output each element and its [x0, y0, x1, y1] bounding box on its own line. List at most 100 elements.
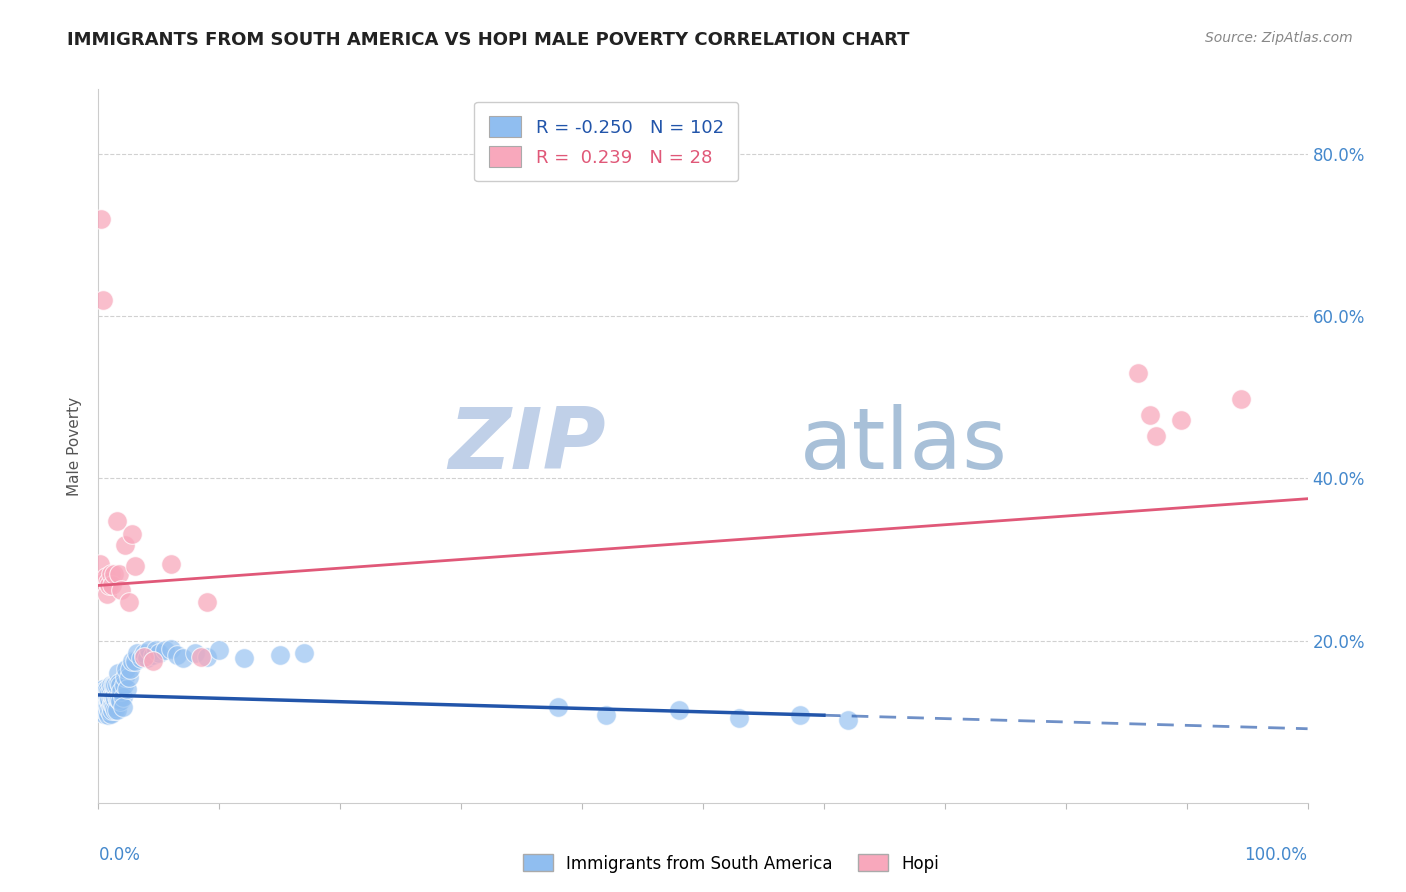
Point [1146, 429, 1168, 443]
Text: atlas: atlas [800, 404, 1008, 488]
Point [89, 557, 111, 571]
Point [108, 675, 131, 690]
Point [97, 692, 120, 706]
Point [105, 702, 128, 716]
Point [100, 678, 122, 692]
Point [148, 646, 170, 660]
Point [91, 705, 114, 719]
Point [90, 684, 112, 698]
Point [94, 705, 117, 719]
Point [121, 654, 143, 668]
Point [1230, 392, 1253, 406]
Point [129, 651, 152, 665]
Point [98, 686, 121, 700]
Point [153, 643, 176, 657]
Point [103, 700, 125, 714]
Point [93, 698, 115, 713]
Point [208, 643, 231, 657]
Point [90, 692, 112, 706]
Point [104, 678, 127, 692]
Point [1170, 413, 1192, 427]
Point [91, 697, 114, 711]
Point [104, 702, 127, 716]
Point [93, 575, 115, 590]
Y-axis label: Male Poverty: Male Poverty [67, 396, 83, 496]
Point [94, 698, 117, 713]
Point [138, 643, 160, 657]
Point [100, 684, 122, 698]
Point [118, 595, 141, 609]
Text: 0.0%: 0.0% [98, 846, 141, 863]
Point [100, 689, 122, 703]
Point [108, 692, 131, 706]
Point [90, 694, 112, 708]
Text: IMMIGRANTS FROM SOUTH AMERICA VS HOPI MALE POVERTY CORRELATION CHART: IMMIGRANTS FROM SOUTH AMERICA VS HOPI MA… [67, 31, 910, 49]
Point [98, 702, 121, 716]
Point [98, 692, 121, 706]
Point [101, 698, 124, 713]
Point [107, 666, 129, 681]
Point [789, 708, 811, 723]
Point [96, 689, 118, 703]
Text: ZIP: ZIP [449, 404, 606, 488]
Point [110, 583, 132, 598]
Point [91, 682, 114, 697]
Legend: R = -0.250   N = 102, R =  0.239   N = 28: R = -0.250 N = 102, R = 0.239 N = 28 [474, 102, 738, 181]
Point [107, 692, 129, 706]
Point [98, 578, 121, 592]
Point [112, 678, 135, 692]
Point [93, 706, 115, 721]
Point [105, 514, 128, 528]
Point [111, 690, 134, 705]
Point [101, 678, 124, 692]
Point [105, 678, 128, 692]
Point [166, 648, 188, 663]
Point [94, 694, 117, 708]
Point [93, 684, 115, 698]
Point [94, 570, 117, 584]
Point [96, 700, 118, 714]
Point [90, 211, 112, 226]
Point [103, 567, 125, 582]
Point [103, 689, 125, 703]
Point [172, 651, 194, 665]
Point [118, 662, 141, 676]
Point [837, 713, 859, 727]
Point [145, 643, 167, 657]
Point [100, 697, 122, 711]
Point [547, 700, 569, 714]
Point [160, 557, 183, 571]
Point [100, 706, 122, 721]
Point [1139, 408, 1161, 422]
Point [728, 711, 751, 725]
Point [668, 702, 690, 716]
Text: Source: ZipAtlas.com: Source: ZipAtlas.com [1205, 31, 1353, 45]
Point [269, 648, 291, 663]
Point [98, 694, 121, 708]
Point [105, 690, 128, 705]
Point [97, 700, 120, 714]
Point [142, 648, 165, 663]
Point [91, 692, 114, 706]
Point [93, 690, 115, 705]
Point [108, 694, 131, 708]
Point [97, 575, 120, 590]
Point [232, 651, 254, 665]
Point [101, 690, 124, 705]
Point [89, 698, 111, 713]
Point [89, 686, 111, 700]
Point [100, 690, 122, 705]
Point [93, 700, 115, 714]
Point [190, 649, 212, 664]
Point [96, 682, 118, 697]
Point [100, 702, 122, 716]
Point [595, 708, 617, 723]
Point [94, 692, 117, 706]
Point [114, 538, 136, 552]
Point [124, 559, 146, 574]
Point [117, 682, 139, 697]
Point [97, 684, 120, 698]
Point [115, 662, 138, 676]
Point [91, 702, 114, 716]
Point [104, 692, 127, 706]
